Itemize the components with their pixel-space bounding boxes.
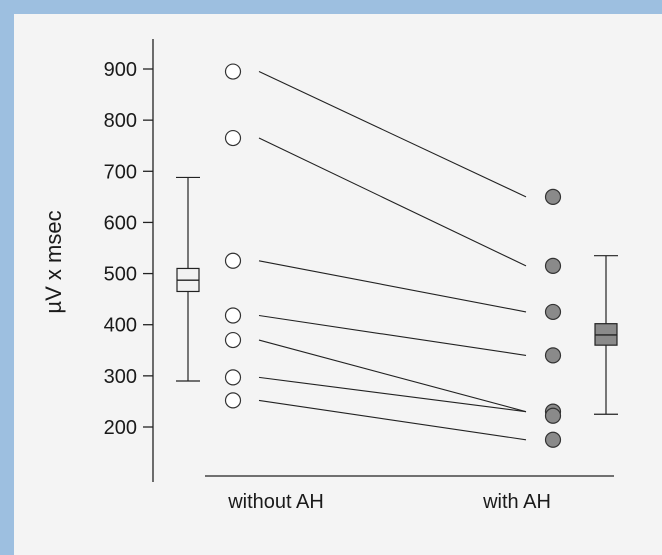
data-points bbox=[224, 63, 562, 448]
boxplots bbox=[176, 176, 618, 415]
pair-line bbox=[258, 339, 527, 413]
x-category-label: without AH bbox=[227, 491, 324, 513]
point-without-ah bbox=[224, 252, 242, 269]
pair-line bbox=[258, 376, 527, 413]
labels: 200 300 400 500 600 700 800 900 µV x msec without… bbox=[41, 59, 551, 513]
point-without-ah bbox=[224, 331, 242, 349]
pair-line bbox=[258, 314, 527, 356]
paired-lines bbox=[258, 71, 527, 441]
point-with-ah bbox=[544, 407, 562, 424]
pair-line bbox=[258, 137, 527, 267]
point-with-ah bbox=[544, 257, 562, 274]
y-tick-label: 400 bbox=[104, 315, 137, 337]
point-without-ah bbox=[224, 63, 242, 80]
pair-line bbox=[258, 260, 527, 313]
pair-line bbox=[258, 71, 527, 198]
y-tick-label: 200 bbox=[104, 417, 137, 439]
chart-panel: 200 300 400 500 600 700 800 900 µV x msec without… bbox=[14, 14, 662, 555]
point-without-ah bbox=[224, 392, 242, 409]
point-without-ah bbox=[224, 369, 242, 386]
y-tick-label: 900 bbox=[104, 59, 137, 81]
point-without-ah bbox=[224, 307, 242, 324]
point-with-ah bbox=[544, 431, 562, 448]
boxplot bbox=[594, 255, 618, 415]
y-axis-title: µV x msec bbox=[41, 210, 66, 313]
point-with-ah bbox=[544, 188, 562, 205]
paired-scatter-chart: 200 300 400 500 600 700 800 900 µV x msec without… bbox=[41, 39, 618, 513]
y-tick-label: 700 bbox=[104, 161, 137, 183]
point-with-ah bbox=[544, 303, 562, 321]
y-tick-label: 300 bbox=[104, 366, 137, 388]
pair-line bbox=[258, 399, 527, 441]
point-without-ah bbox=[224, 129, 242, 147]
y-tick-label: 600 bbox=[104, 212, 137, 234]
x-category-label: with AH bbox=[482, 491, 551, 513]
y-tick-label: 500 bbox=[104, 264, 137, 286]
point-with-ah bbox=[544, 347, 562, 364]
y-tick-label: 800 bbox=[104, 110, 137, 132]
boxplot bbox=[176, 176, 200, 382]
axes bbox=[143, 39, 614, 482]
